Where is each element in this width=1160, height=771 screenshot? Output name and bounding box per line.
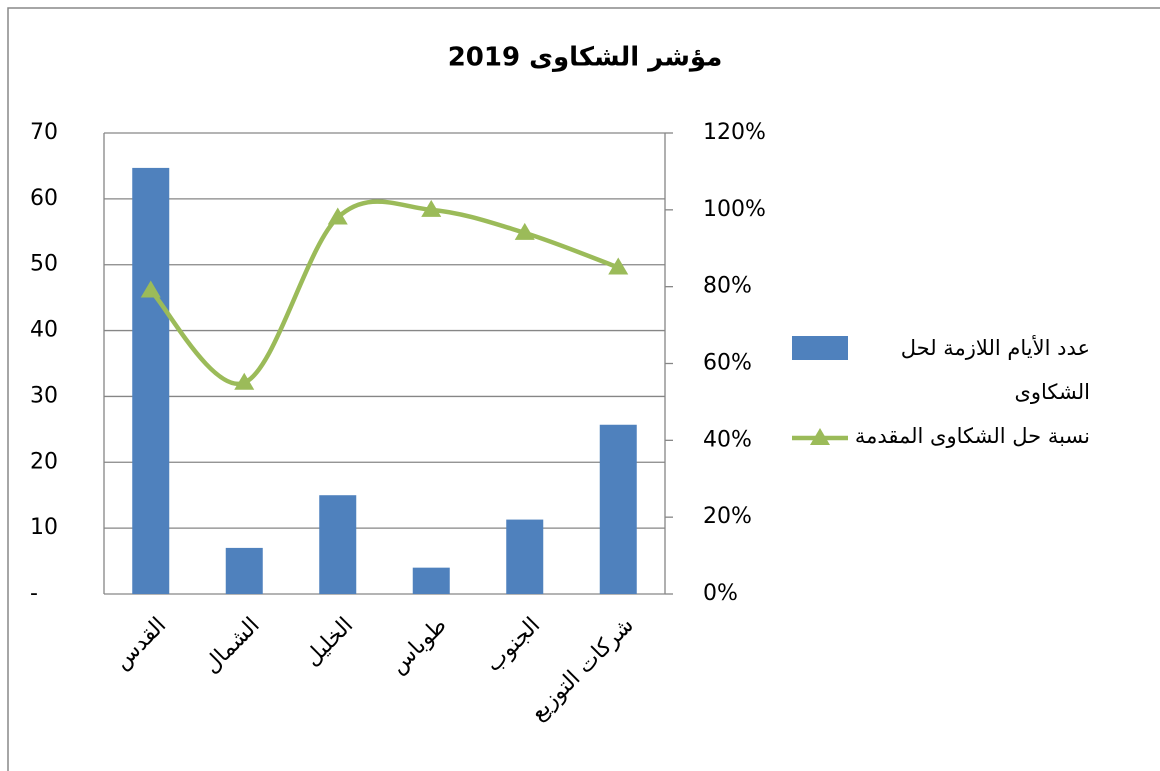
y2-tick-label: 0% [703,581,738,606]
y-tick-label: 50 [30,252,58,277]
marker [421,199,442,217]
legend-swatch [792,336,848,360]
y2-tick-label: 40% [703,427,752,452]
marker [140,280,161,298]
y-tick-label: 30 [30,383,58,408]
y2-tick-label: 100% [703,197,766,222]
y2-tick-label: 20% [703,504,752,529]
bar [319,495,357,594]
y-tick-label: 40 [30,318,58,343]
legend-label: عدد الأيام اللازمة لحل الشكاوى [900,336,1090,404]
marker [608,257,629,275]
chart-title: مؤشر الشكاوى 2019 [448,43,723,73]
y-tick-label: 60 [30,186,58,211]
bar [599,424,637,594]
y-tick-label: 70 [30,120,58,145]
legend-marker [810,428,830,445]
bar [225,547,263,594]
y-tick-label: - [30,581,38,606]
legend-box [792,336,848,360]
y2-tick-label: 60% [703,351,752,376]
legend-swatch [792,428,848,445]
x-tick-label: طوباس [386,613,452,679]
legend-item: نسبة حل الشكاوى المقدمة [790,414,1090,458]
y-tick-label: 20 [30,449,58,474]
bar [506,519,544,594]
chart-frame [7,7,1160,771]
marker [514,222,535,240]
legend-label: نسبة حل الشكاوى المقدمة [854,424,1090,448]
x-tick-label: الجنوب [481,613,545,677]
legend: عدد الأيام اللازمة لحل الشكاوى نسبة حل ال… [790,326,1090,458]
x-tick-label: القدس [109,613,171,675]
x-tick-label: الشمال [199,613,265,679]
marker [327,207,348,225]
y-tick-label: 10 [30,515,58,540]
bar [412,567,450,594]
y2-tick-label: 80% [703,274,752,299]
x-tick-label: الخليل [300,613,358,671]
line [149,199,620,387]
y2-tick-label: 120% [703,120,766,145]
marker [234,372,255,390]
legend-item: عدد الأيام اللازمة لحل الشكاوى [790,326,1090,414]
bar [132,167,170,594]
